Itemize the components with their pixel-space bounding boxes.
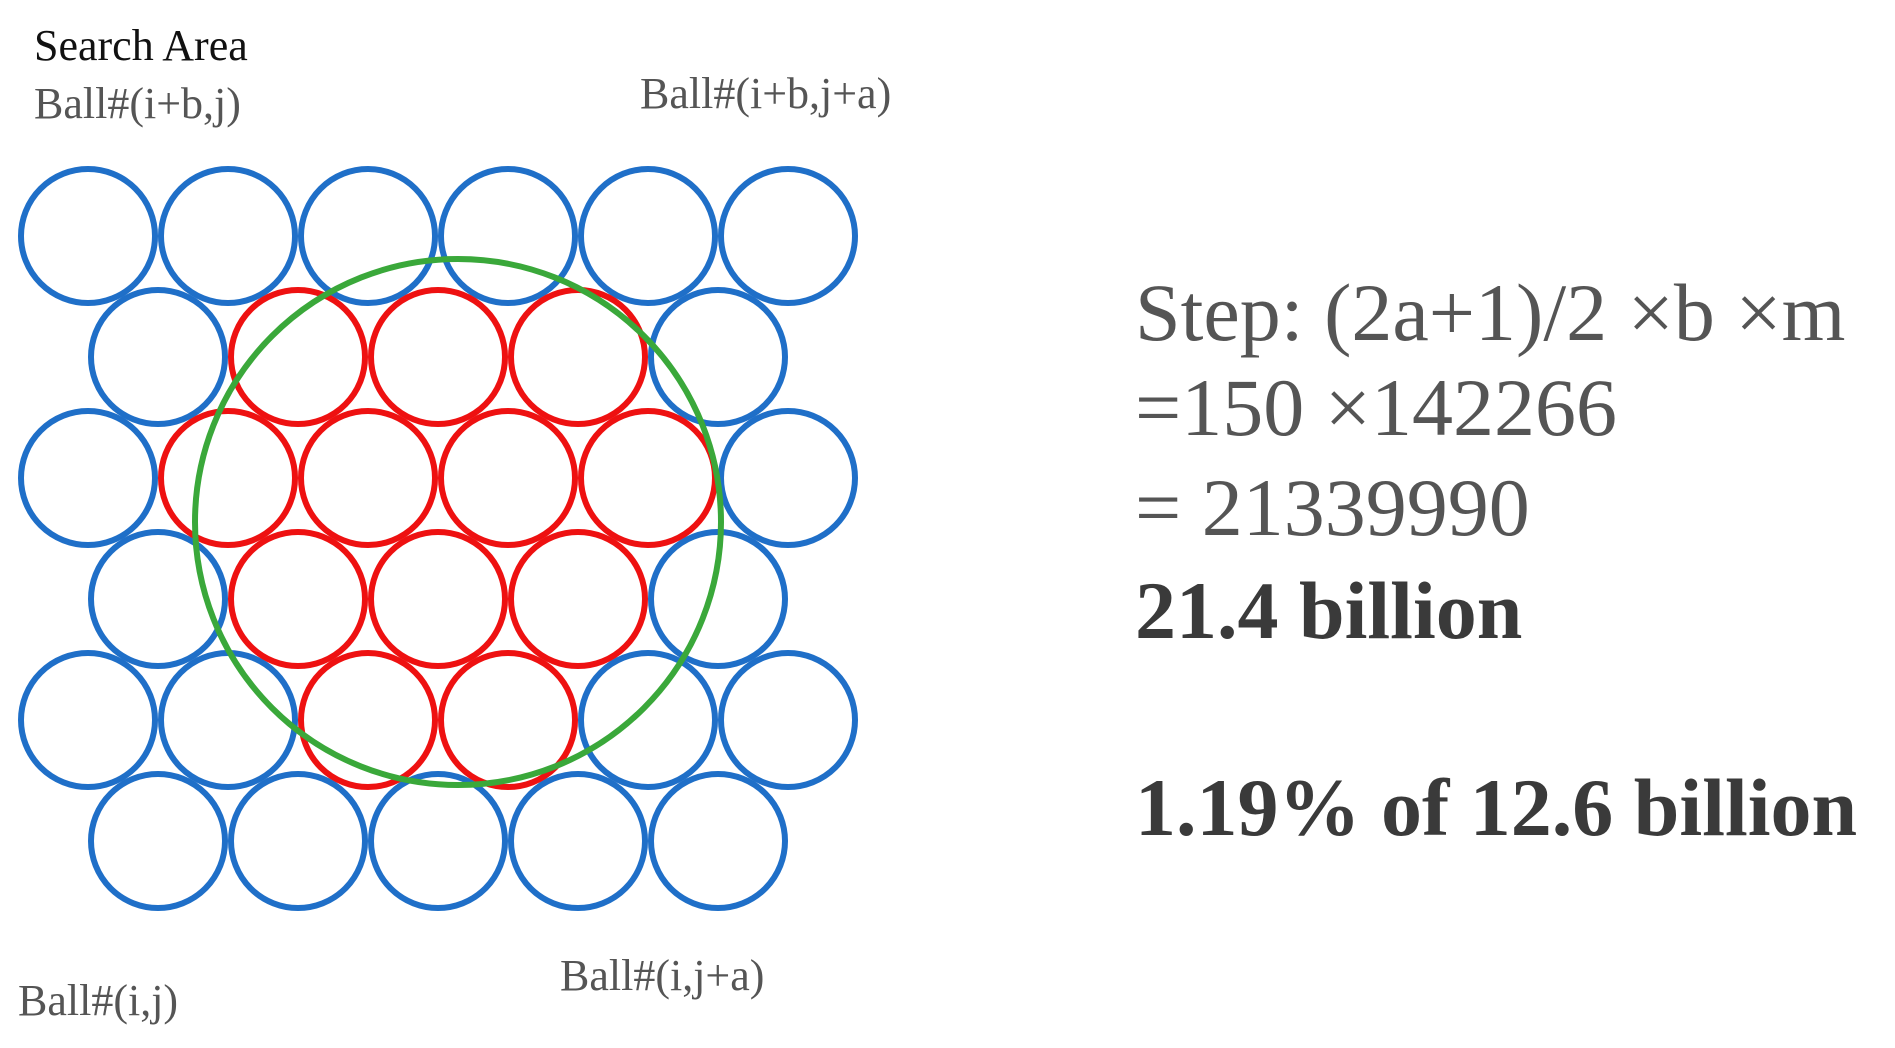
selected-ball	[368, 529, 508, 669]
selected-ball	[578, 408, 718, 548]
search-area-label: Search Area	[34, 21, 248, 70]
ball	[368, 771, 508, 911]
selected-ball	[228, 529, 368, 669]
ball-grid	[18, 166, 858, 911]
ball-bottom-left-label: Ball#(i,j)	[18, 976, 178, 1025]
ball	[88, 771, 228, 911]
step-product: =150 ×142266	[1135, 362, 1617, 453]
step-total: = 21339990	[1135, 462, 1530, 553]
ball-bottom-right-label: Ball#(i,j+a)	[560, 951, 764, 1000]
ball	[578, 650, 718, 790]
selected-ball	[508, 529, 648, 669]
ball	[718, 408, 858, 548]
ball	[18, 166, 158, 306]
selected-ball	[298, 650, 438, 790]
ball	[648, 287, 788, 427]
ball	[578, 166, 718, 306]
selected-ball	[368, 287, 508, 427]
ball	[18, 650, 158, 790]
ball	[18, 408, 158, 548]
ball	[298, 166, 438, 306]
ball-top-right-label: Ball#(i+b,j+a)	[640, 69, 891, 118]
ratio-value: 1.19% of 12.6 billion	[1135, 762, 1857, 853]
ball	[648, 771, 788, 911]
ball	[228, 771, 368, 911]
selected-ball	[508, 287, 648, 427]
selected-ball	[228, 287, 368, 427]
selected-ball	[438, 408, 578, 548]
search-radius-circle	[192, 256, 724, 788]
ball	[438, 166, 578, 306]
ball	[158, 166, 298, 306]
selected-ball	[158, 408, 298, 548]
ball	[718, 650, 858, 790]
result-value: 21.4 billion	[1135, 565, 1522, 656]
selected-ball	[298, 408, 438, 548]
ball	[158, 650, 298, 790]
ball	[718, 166, 858, 306]
ball	[88, 287, 228, 427]
selected-ball	[438, 650, 578, 790]
ball-top-left-label: Ball#(i+b,j)	[34, 79, 241, 128]
ball	[88, 529, 228, 669]
ball	[508, 771, 648, 911]
step-formula: Step: (2a+1)/2 ×b ×m	[1135, 267, 1845, 358]
